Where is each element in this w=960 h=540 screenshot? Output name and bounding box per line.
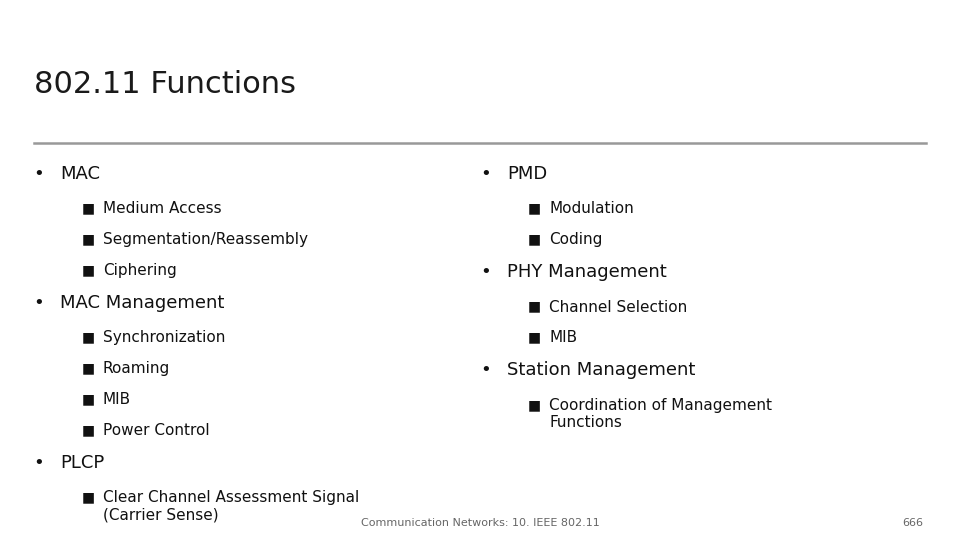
Text: ■: ■: [82, 330, 95, 345]
Text: Roaming: Roaming: [103, 361, 170, 376]
Text: •: •: [480, 263, 491, 281]
Text: 666: 666: [902, 518, 924, 528]
Text: ■: ■: [82, 392, 95, 406]
Text: Coding: Coding: [549, 232, 603, 247]
Text: ■: ■: [528, 398, 541, 412]
Text: PHY Management: PHY Management: [507, 263, 666, 281]
Text: Medium Access: Medium Access: [103, 201, 222, 217]
Text: •: •: [34, 454, 44, 471]
Text: MAC: MAC: [60, 165, 101, 183]
Text: •: •: [480, 361, 491, 379]
Text: ■: ■: [82, 361, 95, 375]
Text: ■: ■: [82, 423, 95, 437]
Text: •: •: [34, 294, 44, 312]
Text: PMD: PMD: [507, 165, 547, 183]
Text: ■: ■: [528, 300, 541, 314]
Text: MAC Management: MAC Management: [60, 294, 225, 312]
Text: MIB: MIB: [549, 330, 577, 346]
Text: Power Control: Power Control: [103, 423, 209, 438]
Text: Station Management: Station Management: [507, 361, 695, 379]
Text: ■: ■: [528, 330, 541, 345]
Text: ■: ■: [82, 232, 95, 246]
Text: Segmentation/Reassembly: Segmentation/Reassembly: [103, 232, 308, 247]
Text: ■: ■: [528, 232, 541, 246]
Text: Communication Networks: 10. IEEE 802.11: Communication Networks: 10. IEEE 802.11: [361, 518, 599, 528]
Text: Synchronization: Synchronization: [103, 330, 225, 346]
Text: •: •: [480, 165, 491, 183]
Text: ■: ■: [82, 201, 95, 215]
Text: Modulation: Modulation: [549, 201, 634, 217]
Text: ■: ■: [528, 201, 541, 215]
Text: ■: ■: [82, 490, 95, 504]
Text: Coordination of Management
Functions: Coordination of Management Functions: [549, 398, 772, 430]
Text: Ciphering: Ciphering: [103, 263, 177, 278]
Text: •: •: [34, 165, 44, 183]
Text: MIB: MIB: [103, 392, 131, 407]
Text: 802.11 Functions: 802.11 Functions: [34, 70, 296, 99]
Text: 10.2 The Standard IEEE 802.11: 10.2 The Standard IEEE 802.11: [12, 11, 207, 24]
Text: Channel Selection: Channel Selection: [549, 300, 687, 315]
Text: PLCP: PLCP: [60, 454, 105, 471]
Text: ■: ■: [82, 263, 95, 277]
Text: Clear Channel Assessment Signal
(Carrier Sense): Clear Channel Assessment Signal (Carrier…: [103, 490, 359, 523]
